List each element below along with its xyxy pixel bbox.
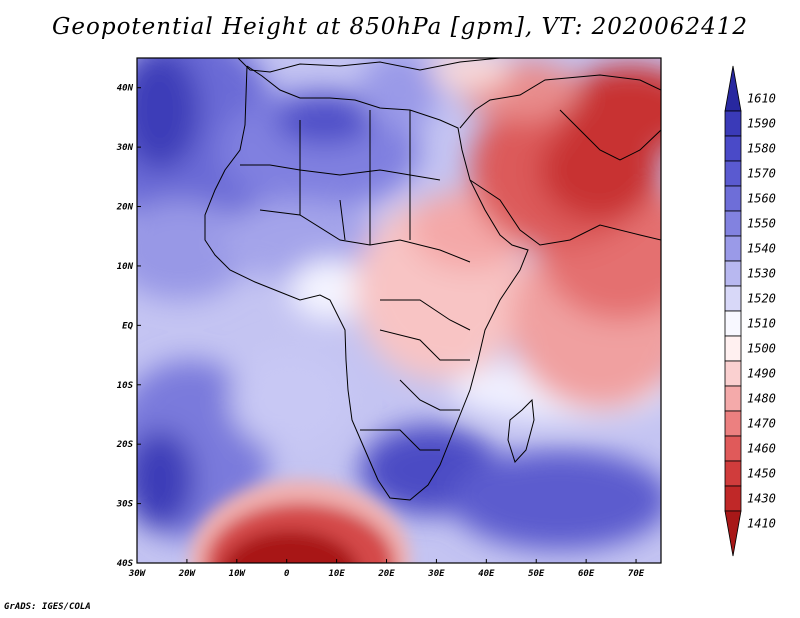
colorbar-label: 1580 [747,142,776,156]
longitude-axis: 30W 20W 10W 0 10E 20E 30E 40E 50E 60E 70E [128,559,645,579]
lat-tick-label: 10S [117,381,134,391]
colorbar-swatch [724,385,742,412]
colorbar-label: 1570 [747,167,776,181]
colorbar-swatch [724,160,742,187]
grads-credit: GrADS: IGES/COLA [4,602,91,612]
plot-title: Geopotential Height at 850hPa [gpm], VT:… [52,14,748,40]
lat-tick-label: 30N [116,143,134,153]
colorbar-swatch [724,135,742,162]
colorbar-label: 1550 [747,217,776,231]
lat-tick-label: 20N [116,203,134,213]
colorbar-label: 1450 [747,467,776,481]
colorbar-swatch [724,485,742,512]
lon-tick-label: 0 [284,569,290,579]
colorbar-swatch [724,185,742,212]
colorbar-label: 1460 [747,442,776,456]
lon-tick-label: 40E [478,569,495,579]
colorbar-label: 1530 [747,267,776,281]
colorbar-swatch [724,460,742,487]
colorbar-label: 1480 [747,392,776,406]
colorbar-swatch [724,210,742,237]
colorbar-swatch [724,335,742,362]
lon-tick-label: 10W [229,569,247,579]
lon-tick-label: 10E [328,569,345,579]
colorbar-label: 1540 [747,242,776,256]
lat-tick-label: 20S [116,440,134,450]
lat-tick-label: 10N [117,262,134,272]
colorbar-label: 1520 [747,292,776,306]
colorbar-label: 1590 [747,117,776,131]
colorbar-swatch [724,235,742,262]
colorbar-label: 1510 [747,317,776,331]
colorbar: 1610 1590 1580 1570 1560 1550 1540 1530 1520 1510… [724,65,776,557]
lon-tick-label: 20E [377,569,395,579]
lat-tick-label: 40N [117,84,134,94]
colorbar-swatch [724,260,742,287]
lon-tick-label: 60E [578,569,595,579]
colorbar-swatch [724,435,742,462]
map-frame [136,57,662,564]
lon-tick-label: 20W [178,569,197,579]
coastlines [204,58,661,501]
lat-tick-label: 40S [117,559,134,569]
colorbar-label: 1430 [747,492,776,506]
colorbar-label: 1610 [747,92,776,106]
colorbar-bottom-arrow [724,510,742,557]
colorbar-label: 1490 [747,367,776,381]
colorbar-swatch [724,310,742,337]
lat-tick-label: 30S [116,500,134,510]
lon-tick-label: 30W [128,569,147,579]
lon-tick-label: 30E [427,569,445,579]
height-field [137,58,661,563]
colorbar-label: 1410 [747,517,776,531]
colorbar-swatch [724,360,742,387]
colorbar-label: 1470 [747,417,776,431]
colorbar-swatch [724,285,742,312]
colorbar-swatch [724,110,742,137]
colorbar-top-arrow [724,65,742,112]
lon-tick-label: 70E [628,569,645,579]
lat-tick-label: EQ [122,321,133,331]
colorbar-swatch [724,410,742,437]
latitude-axis: 40N 30N 20N 10N EQ 10S 20S 30S 40S [116,84,141,569]
lon-tick-label: 50E [528,569,545,579]
colorbar-label: 1560 [747,192,776,206]
colorbar-label: 1500 [747,342,776,356]
